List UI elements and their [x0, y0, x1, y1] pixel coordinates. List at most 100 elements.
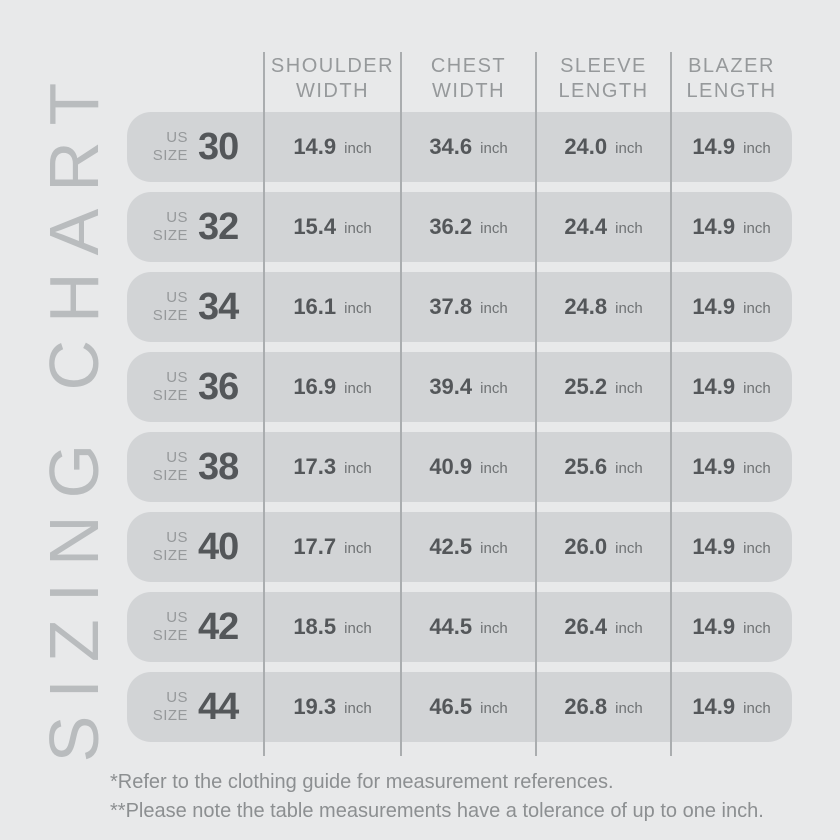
size-cell: US SIZE 42 — [127, 606, 264, 649]
unit-label: inch — [743, 700, 771, 717]
us-size-label: US SIZE — [153, 209, 188, 245]
unit-label: inch — [344, 300, 372, 317]
measurement-value: 14.9 — [692, 534, 736, 559]
shoulder-width-cell: 16.1 inch — [264, 294, 401, 320]
measurement-value: 16.9 — [293, 374, 337, 399]
unit-label: inch — [743, 140, 771, 157]
measurement-value: 14.9 — [293, 134, 337, 159]
us-size-label: US SIZE — [153, 529, 188, 565]
size-label: SIZE — [152, 627, 189, 644]
blazer-length-cell: 14.9 inch — [671, 294, 792, 320]
chest-width-cell: 44.5 inch — [401, 614, 536, 640]
measurement-value: 14.9 — [692, 134, 736, 159]
column-header-shoulder-width: SHOULDER WIDTH — [264, 52, 401, 104]
sleeve-length-cell: 24.0 inch — [536, 134, 671, 160]
sleeve-length-cell: 26.4 inch — [536, 614, 671, 640]
table-row-size-32: US SIZE 32 15.4 inch 36.2 inch 24.4 inch… — [127, 192, 792, 262]
measurement-value: 14.9 — [692, 694, 736, 719]
column-header-sleeve-length: SLEEVE LENGTH — [536, 52, 671, 104]
unit-label: inch — [480, 140, 508, 157]
chest-width-cell: 34.6 inch — [401, 134, 536, 160]
size-cell: US SIZE 32 — [127, 206, 264, 249]
size-cell: US SIZE 40 — [127, 526, 264, 569]
shoulder-width-cell: 16.9 inch — [264, 374, 401, 400]
measurement-value: 14.9 — [692, 294, 736, 319]
unit-label: inch — [743, 620, 771, 637]
size-label: SIZE — [152, 227, 189, 244]
measurement-value: 36.2 — [429, 214, 473, 239]
sleeve-length-cell: 24.4 inch — [536, 214, 671, 240]
size-value: 38 — [198, 445, 239, 488]
header-line: CHEST — [430, 55, 507, 77]
unit-label: inch — [480, 620, 508, 637]
sizing-table: SHOULDER WIDTH CHEST WIDTH SLEEVE LENGTH… — [127, 52, 792, 756]
unit-label: inch — [480, 300, 508, 317]
size-label: SIZE — [152, 307, 189, 324]
measurement-value: 17.3 — [293, 454, 337, 479]
shoulder-width-cell: 14.9 inch — [264, 134, 401, 160]
unit-label: inch — [743, 220, 771, 237]
table-rows: US SIZE 30 14.9 inch 34.6 inch 24.0 inch… — [127, 112, 792, 742]
unit-label: inch — [743, 540, 771, 557]
footnote-line-2: **Please note the table measurements hav… — [110, 800, 764, 822]
measurement-value: 14.9 — [692, 614, 736, 639]
header-line: BLAZER — [688, 55, 775, 77]
column-divider — [535, 52, 537, 756]
unit-label: inch — [615, 700, 643, 717]
blazer-length-cell: 14.9 inch — [671, 374, 792, 400]
measurement-value: 34.6 — [429, 134, 473, 159]
table-row-size-30: US SIZE 30 14.9 inch 34.6 inch 24.0 inch… — [127, 112, 792, 182]
unit-label: inch — [615, 540, 643, 557]
measurement-value: 26.4 — [564, 614, 608, 639]
size-cell: US SIZE 38 — [127, 446, 264, 489]
chest-width-cell: 37.8 inch — [401, 294, 536, 320]
measurement-value: 25.6 — [564, 454, 608, 479]
unit-label: inch — [743, 300, 771, 317]
us-label: US — [166, 609, 189, 626]
unit-label: inch — [480, 220, 508, 237]
blazer-length-cell: 14.9 inch — [671, 134, 792, 160]
us-label: US — [166, 209, 189, 226]
shoulder-width-cell: 19.3 inch — [264, 694, 401, 720]
us-label: US — [166, 369, 189, 386]
header-line: SHOULDER — [270, 55, 395, 77]
blazer-length-cell: 14.9 inch — [671, 534, 792, 560]
measurement-value: 42.5 — [429, 534, 473, 559]
measurement-value: 24.4 — [564, 214, 608, 239]
us-label: US — [166, 129, 189, 146]
size-label: SIZE — [152, 147, 189, 164]
header-line: WIDTH — [431, 80, 506, 102]
us-size-label: US SIZE — [153, 449, 188, 485]
shoulder-width-cell: 17.7 inch — [264, 534, 401, 560]
unit-label: inch — [480, 380, 508, 397]
table-row-size-36: US SIZE 36 16.9 inch 39.4 inch 25.2 inch… — [127, 352, 792, 422]
vertical-title: SIZING CHART — [35, 65, 113, 763]
blazer-length-cell: 14.9 inch — [671, 214, 792, 240]
us-size-label: US SIZE — [153, 289, 188, 325]
measurement-value: 39.4 — [429, 374, 473, 399]
unit-label: inch — [344, 620, 372, 637]
chest-width-cell: 40.9 inch — [401, 454, 536, 480]
us-label: US — [166, 289, 189, 306]
column-divider — [263, 52, 265, 756]
blazer-length-cell: 14.9 inch — [671, 694, 792, 720]
chest-width-cell: 39.4 inch — [401, 374, 536, 400]
blazer-length-cell: 14.9 inch — [671, 614, 792, 640]
table-row-size-40: US SIZE 40 17.7 inch 42.5 inch 26.0 inch… — [127, 512, 792, 582]
measurement-value: 17.7 — [293, 534, 337, 559]
size-cell: US SIZE 30 — [127, 126, 264, 169]
unit-label: inch — [344, 460, 372, 477]
footnote-line-1: *Refer to the clothing guide for measure… — [110, 771, 614, 793]
us-label: US — [166, 689, 189, 706]
measurement-value: 24.8 — [564, 294, 608, 319]
header-line: LENGTH — [558, 80, 649, 102]
table-row-size-42: US SIZE 42 18.5 inch 44.5 inch 26.4 inch… — [127, 592, 792, 662]
table-row-size-38: US SIZE 38 17.3 inch 40.9 inch 25.6 inch… — [127, 432, 792, 502]
header-line: WIDTH — [295, 80, 370, 102]
table-header: SHOULDER WIDTH CHEST WIDTH SLEEVE LENGTH… — [127, 52, 792, 104]
measurement-value: 14.9 — [692, 214, 736, 239]
column-divider — [670, 52, 672, 756]
measurement-value: 14.9 — [692, 454, 736, 479]
unit-label: inch — [480, 700, 508, 717]
measurement-value: 25.2 — [564, 374, 608, 399]
